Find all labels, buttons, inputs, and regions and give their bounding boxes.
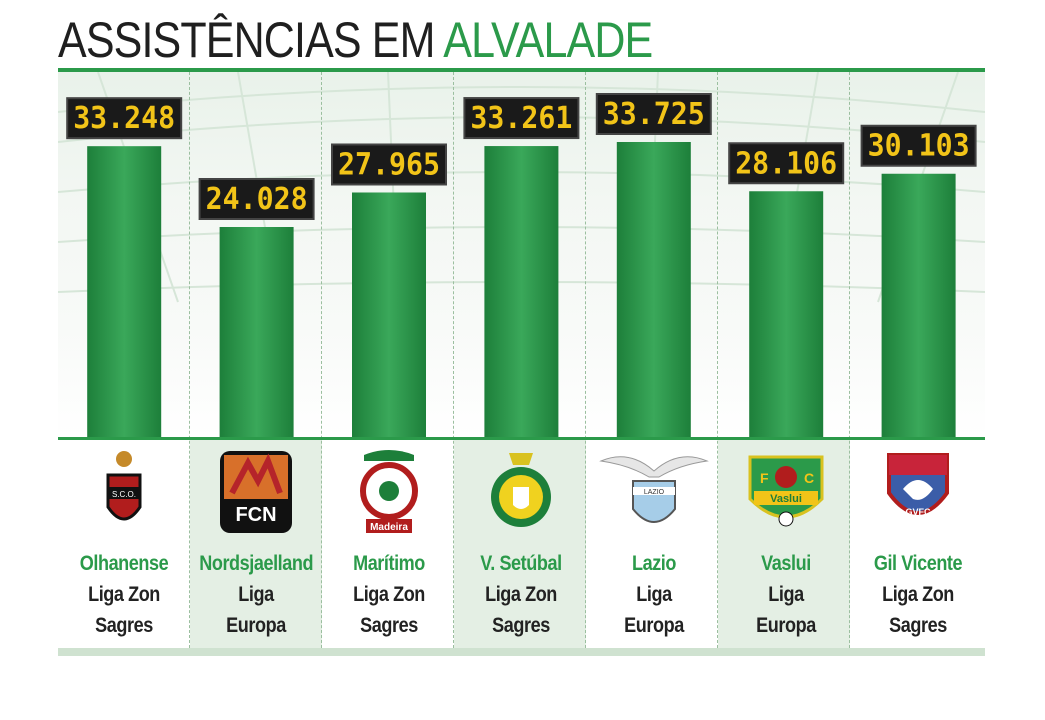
team-name: Lazio bbox=[631, 552, 676, 575]
bar-lazio bbox=[616, 142, 691, 438]
nordsjaelland-crest-icon: FCN bbox=[190, 446, 322, 538]
svg-text:FCN: FCN bbox=[236, 504, 277, 526]
team-label: Nordsjaelland Liga Europa bbox=[190, 548, 322, 641]
competition-name: Liga bbox=[768, 583, 804, 606]
value-label: 27.965 bbox=[338, 147, 440, 182]
competition-name: Sagres bbox=[889, 614, 948, 637]
value-label-box bbox=[860, 124, 977, 167]
competition-name: Liga bbox=[238, 583, 275, 606]
vitoria-setubal-crest-icon bbox=[455, 446, 587, 538]
column-divider bbox=[717, 72, 718, 648]
svg-text:LAZIO: LAZIO bbox=[643, 489, 664, 496]
olhanense-crest-icon: S.C.O. bbox=[58, 446, 190, 538]
competition-name: Sagres bbox=[359, 614, 418, 637]
competition-name: Europa bbox=[226, 614, 287, 637]
chart-baseline bbox=[58, 437, 985, 440]
column-divider bbox=[453, 72, 454, 648]
team-label: V. Setúbal Liga Zon Sagres bbox=[455, 548, 587, 641]
team-name: Nordsjaelland bbox=[199, 552, 314, 575]
column-divider bbox=[585, 72, 586, 648]
value-label-box bbox=[595, 93, 712, 135]
svg-text:GVFC: GVFC bbox=[906, 507, 932, 517]
maritimo-crest-icon: Madeira bbox=[323, 446, 455, 538]
column-divider bbox=[849, 72, 850, 648]
value-label: 33.261 bbox=[470, 101, 572, 136]
value-label-box bbox=[463, 97, 580, 140]
title-part-2: ALVALADE bbox=[443, 12, 653, 68]
value-label-box bbox=[331, 143, 447, 186]
competition-name: Liga bbox=[635, 583, 672, 606]
team-name: V. Setúbal bbox=[480, 552, 562, 575]
team-label: Marítimo Liga Zon Sagres bbox=[323, 548, 455, 641]
value-label: 30.103 bbox=[868, 129, 970, 164]
value-label-box bbox=[728, 142, 845, 185]
bar-v-set-bal bbox=[484, 146, 559, 438]
team-label: Vaslui Liga Europa bbox=[720, 548, 852, 641]
title-part-1: ASSISTÊNCIAS EM bbox=[58, 12, 435, 68]
competition-name: Sagres bbox=[492, 614, 551, 637]
competition-name: Europa bbox=[623, 614, 684, 637]
value-label: 33.725 bbox=[603, 97, 705, 132]
gil-vicente-crest-icon: GVFC bbox=[852, 446, 984, 538]
competition-name: Liga Zon bbox=[485, 583, 558, 606]
title-underline bbox=[58, 68, 985, 72]
svg-text:C: C bbox=[804, 470, 814, 486]
bar-gil-vicente bbox=[881, 173, 956, 438]
value-label: 33.248 bbox=[73, 101, 175, 136]
value-label-box bbox=[66, 97, 183, 140]
bar-chart: 33.248 24.028 27.965 33.261 33.725 28.106 30.1… bbox=[66, 93, 977, 438]
bar-olhanense bbox=[87, 146, 162, 438]
chart-title: ASSISTÊNCIAS EM ALVALADE bbox=[58, 12, 653, 68]
team-name: Marítimo bbox=[352, 552, 425, 575]
competition-name: Sagres bbox=[95, 614, 153, 637]
team-name: Vaslui bbox=[761, 552, 811, 575]
team-name: Gil Vicente bbox=[874, 552, 963, 575]
team-name: Olhanense bbox=[79, 552, 169, 575]
competition-name: Europa bbox=[756, 614, 816, 637]
column-divider bbox=[321, 72, 322, 648]
vaslui-crest-icon: F C Vaslui bbox=[720, 446, 852, 538]
svg-text:S.C.O.: S.C.O. bbox=[112, 490, 136, 499]
lazio-crest-icon: LAZIO bbox=[588, 446, 720, 538]
svg-text:Vaslui: Vaslui bbox=[770, 493, 802, 505]
team-label: Lazio Liga Europa bbox=[588, 548, 720, 641]
bar-nordsjaelland bbox=[219, 227, 294, 438]
svg-text:Madeira: Madeira bbox=[370, 522, 408, 533]
competition-name: Liga Zon bbox=[882, 583, 955, 606]
competition-name: Liga Zon bbox=[88, 583, 160, 606]
bar-mar-timo bbox=[352, 192, 426, 438]
bar-vaslui bbox=[749, 191, 824, 438]
competition-name: Liga Zon bbox=[352, 583, 425, 606]
value-label: 28.106 bbox=[735, 146, 837, 181]
bottom-rule bbox=[58, 648, 985, 656]
column-divider bbox=[189, 72, 190, 648]
svg-text:F: F bbox=[760, 470, 769, 486]
team-label: Gil Vicente Liga Zon Sagres bbox=[852, 548, 984, 641]
team-label: Olhanense Liga Zon Sagres bbox=[58, 548, 190, 641]
value-label: 24.028 bbox=[206, 182, 308, 217]
value-label-box bbox=[198, 178, 315, 220]
